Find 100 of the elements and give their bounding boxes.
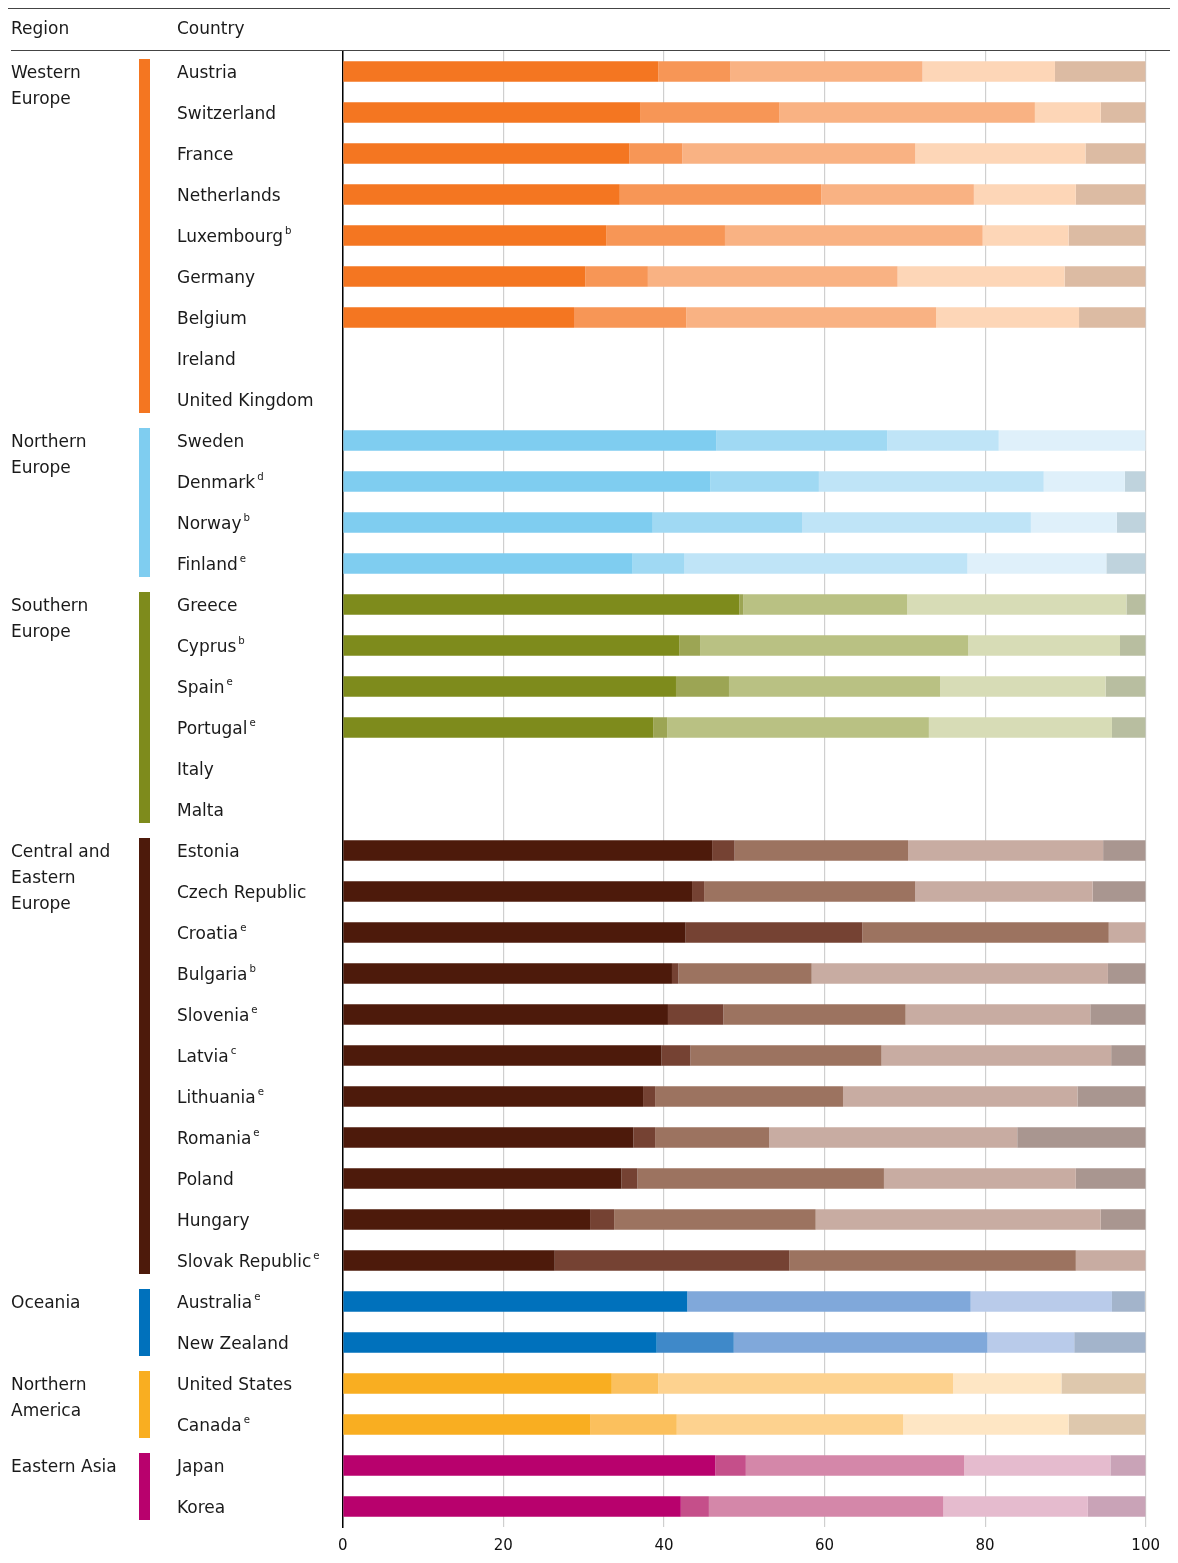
bar: [943, 1496, 1088, 1517]
bar: [1106, 553, 1146, 574]
bar: [821, 184, 974, 205]
bar: [1103, 840, 1146, 861]
bar: [967, 553, 1107, 574]
bar: [633, 1127, 656, 1148]
y-tick-label: Germany: [177, 265, 256, 289]
bar: [908, 840, 1104, 861]
bar: [667, 1004, 724, 1025]
bar: [743, 594, 908, 615]
bar: [343, 1496, 681, 1517]
bar: [343, 266, 586, 287]
y-tick-label: United States: [177, 1372, 293, 1396]
bar: [678, 963, 812, 984]
bar: [343, 717, 654, 738]
y-tick-label: Austria: [177, 60, 238, 84]
y-tick-label: Romania$^{e}$: [177, 1126, 260, 1150]
y-tick-label: Japan: [177, 1454, 225, 1478]
bar: [682, 143, 916, 164]
bar: [658, 1373, 953, 1394]
bar: [676, 1414, 904, 1435]
text: Region: [11, 17, 70, 40]
bar: [779, 102, 1035, 123]
y-tick-label: Spain$^{e}$: [177, 675, 233, 699]
bar: [1075, 1168, 1146, 1189]
y-tick-label: Hungary: [177, 1208, 250, 1232]
y-tick-label: Switzerland: [177, 101, 277, 125]
bar: [658, 61, 731, 82]
bar: [652, 512, 803, 533]
bar: [887, 430, 999, 451]
bar: [343, 963, 672, 984]
y-tick-label: United Kingdom: [177, 388, 314, 412]
bar: [585, 266, 648, 287]
bar: [343, 594, 740, 615]
bar: [343, 143, 630, 164]
bar: [1034, 102, 1101, 123]
bar: [590, 1414, 677, 1435]
bar: [687, 1291, 971, 1312]
bar: [554, 1250, 790, 1271]
bar: [343, 676, 676, 697]
bar: [952, 1373, 1062, 1394]
y-tick-label: Greece: [177, 593, 238, 617]
bar: [818, 471, 1044, 492]
bar: [1116, 512, 1146, 533]
text: Central and Eastern Europe: [11, 839, 112, 915]
bar: [343, 1168, 622, 1189]
bar: [343, 840, 713, 861]
bar: [968, 635, 1120, 656]
bar: [655, 1086, 843, 1107]
bar: [936, 307, 1080, 328]
y-tick-label: Slovenia$^{e}$: [177, 1003, 258, 1027]
x-tick-label: 20: [493, 1535, 513, 1554]
bar: [922, 61, 1055, 82]
bar: [982, 225, 1069, 246]
x-tick-label: 80: [975, 1535, 995, 1554]
bar: [789, 1250, 1076, 1271]
bar: [343, 61, 659, 82]
bar: [1064, 266, 1146, 287]
bar: [973, 184, 1076, 205]
bar: [1126, 594, 1146, 615]
bar: [343, 1086, 644, 1107]
bar: [343, 184, 620, 205]
bar: [1105, 676, 1146, 697]
bar: [1107, 963, 1146, 984]
text: Northern America: [11, 1372, 88, 1422]
text: Country: [177, 17, 245, 40]
bar: [716, 430, 888, 451]
bar: [723, 1004, 906, 1025]
bar: [661, 1045, 691, 1066]
bar: [734, 840, 909, 861]
y-tick-label: Czech Republic: [177, 880, 307, 904]
bar: [1087, 1496, 1146, 1517]
y-tick-label: Estonia: [177, 839, 240, 863]
bar: [574, 307, 687, 328]
y-tick-label: Australia$^{e}$: [177, 1290, 261, 1314]
y-tick-label: Slovak Republic$^{e}$: [177, 1249, 320, 1273]
bar: [640, 102, 780, 123]
y-tick-label: Sweden: [177, 429, 245, 453]
bar: [1092, 881, 1146, 902]
bar: [1054, 61, 1146, 82]
y-tick-label: Canada$^{e}$: [177, 1413, 250, 1437]
bar: [1119, 635, 1146, 656]
y-tick-label: Poland: [177, 1167, 234, 1191]
text: Northern Europe: [11, 429, 88, 479]
y-tick-label: Finland$^{e}$: [177, 552, 247, 576]
bar: [343, 512, 653, 533]
bar: [655, 1127, 770, 1148]
bar: [1085, 143, 1146, 164]
y-tick-label: Belgium: [177, 306, 247, 330]
bar: [343, 1250, 555, 1271]
bar: [614, 1209, 816, 1230]
bar: [1068, 225, 1146, 246]
y-tick-label: Latvia$^{c}$: [177, 1044, 237, 1068]
bar: [739, 594, 744, 615]
bar: [1017, 1127, 1146, 1148]
bar: [632, 553, 685, 574]
y-tick-label: Korea: [177, 1495, 226, 1519]
bar: [987, 1332, 1075, 1353]
bar: [862, 922, 1109, 943]
bar: [730, 61, 923, 82]
